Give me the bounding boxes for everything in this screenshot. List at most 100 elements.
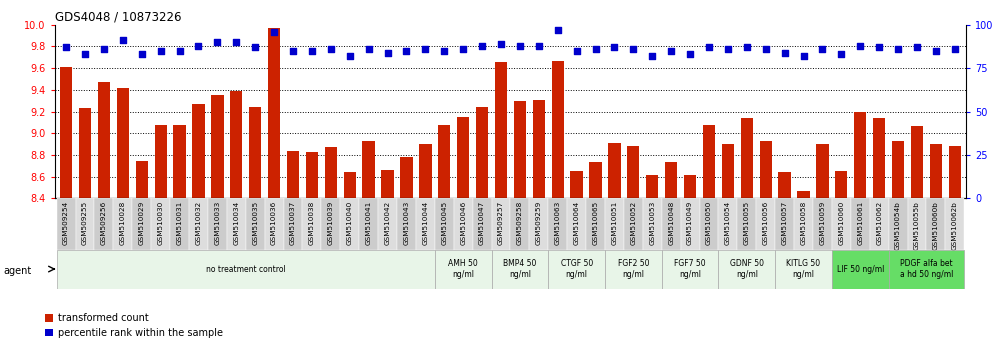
Text: GSM510040: GSM510040	[347, 201, 353, 245]
Point	[474, 43, 490, 48]
Text: GSM510063: GSM510063	[555, 201, 561, 245]
Point	[758, 46, 774, 52]
Text: GSM510045: GSM510045	[441, 201, 447, 245]
Bar	[760, 141, 772, 198]
Text: PDGF alfa bet
a hd 50 ng/ml: PDGF alfa bet a hd 50 ng/ml	[899, 259, 953, 279]
Bar	[400, 157, 412, 198]
Point	[361, 46, 376, 52]
Bar	[419, 144, 431, 198]
Bar	[95, 198, 114, 250]
Bar	[79, 108, 92, 198]
Point	[379, 50, 395, 55]
Bar	[851, 198, 870, 250]
Point	[417, 46, 433, 52]
Text: GSM509259: GSM509259	[536, 201, 542, 245]
Bar	[114, 198, 132, 250]
Point	[834, 51, 850, 57]
Text: GSM510052: GSM510052	[630, 201, 636, 245]
Text: GSM510037: GSM510037	[290, 201, 296, 245]
Bar	[832, 250, 888, 289]
Point	[304, 48, 320, 54]
Bar	[170, 198, 189, 250]
Bar	[703, 125, 715, 198]
Text: GSM509254: GSM509254	[63, 201, 69, 245]
Bar	[322, 198, 341, 250]
Bar	[306, 152, 318, 198]
Text: GDS4048 / 10873226: GDS4048 / 10873226	[55, 11, 181, 24]
Bar	[173, 125, 185, 198]
Text: GSM509258: GSM509258	[517, 201, 523, 245]
Bar	[888, 250, 964, 289]
Bar	[325, 147, 337, 198]
Point	[682, 51, 698, 57]
Bar	[699, 198, 718, 250]
Bar	[435, 198, 454, 250]
Bar	[741, 118, 753, 198]
Text: GSM509255: GSM509255	[82, 201, 88, 245]
Bar	[265, 198, 284, 250]
Point	[796, 53, 812, 59]
Point	[398, 48, 414, 54]
Bar	[680, 198, 699, 250]
Bar	[910, 126, 923, 198]
Legend: transformed count, percentile rank within the sample: transformed count, percentile rank withi…	[45, 313, 223, 338]
Bar	[438, 125, 450, 198]
Text: agent: agent	[3, 266, 31, 276]
Bar	[548, 250, 605, 289]
Point	[77, 51, 93, 57]
Bar	[775, 250, 832, 289]
Point	[285, 48, 301, 54]
Bar	[926, 198, 945, 250]
Bar	[381, 170, 393, 198]
Bar	[627, 146, 639, 198]
Text: GSM510042: GSM510042	[384, 201, 390, 245]
Point	[625, 46, 641, 52]
Bar	[495, 62, 507, 198]
Bar	[929, 144, 942, 198]
Bar	[135, 161, 147, 198]
Point	[96, 46, 112, 52]
Point	[701, 45, 717, 50]
Point	[569, 48, 585, 54]
Text: GSM510062b: GSM510062b	[952, 201, 958, 250]
Point	[228, 39, 244, 45]
Bar	[552, 61, 564, 198]
Bar	[435, 250, 492, 289]
Bar	[623, 198, 642, 250]
Point	[190, 43, 206, 48]
Text: GSM510061: GSM510061	[858, 201, 864, 245]
Text: GSM510062: GSM510062	[876, 201, 882, 245]
Text: GSM510041: GSM510041	[366, 201, 372, 245]
Text: GSM510030: GSM510030	[157, 201, 163, 245]
Bar	[268, 28, 280, 198]
Bar	[132, 198, 151, 250]
Bar	[756, 198, 775, 250]
Bar	[548, 198, 567, 250]
Bar	[98, 82, 111, 198]
Bar	[888, 198, 907, 250]
Point	[152, 48, 168, 54]
Bar	[344, 172, 356, 198]
Point	[342, 53, 358, 59]
Bar	[397, 198, 416, 250]
Bar	[511, 198, 529, 250]
Text: GSM510055: GSM510055	[744, 201, 750, 245]
Bar	[192, 104, 204, 198]
Text: BMP4 50
ng/ml: BMP4 50 ng/ml	[503, 259, 537, 279]
Bar	[775, 198, 794, 250]
Bar	[684, 176, 696, 198]
Point	[947, 46, 963, 52]
Text: GSM509256: GSM509256	[101, 201, 107, 245]
Point	[266, 29, 282, 35]
Bar	[341, 198, 360, 250]
Point	[909, 45, 925, 50]
Bar	[492, 250, 548, 289]
Point	[588, 46, 604, 52]
Bar	[590, 162, 602, 198]
Point	[209, 39, 225, 45]
Point	[512, 43, 528, 48]
Text: GSM510032: GSM510032	[195, 201, 201, 245]
Bar	[891, 141, 904, 198]
Point	[133, 51, 149, 57]
Bar	[227, 198, 246, 250]
